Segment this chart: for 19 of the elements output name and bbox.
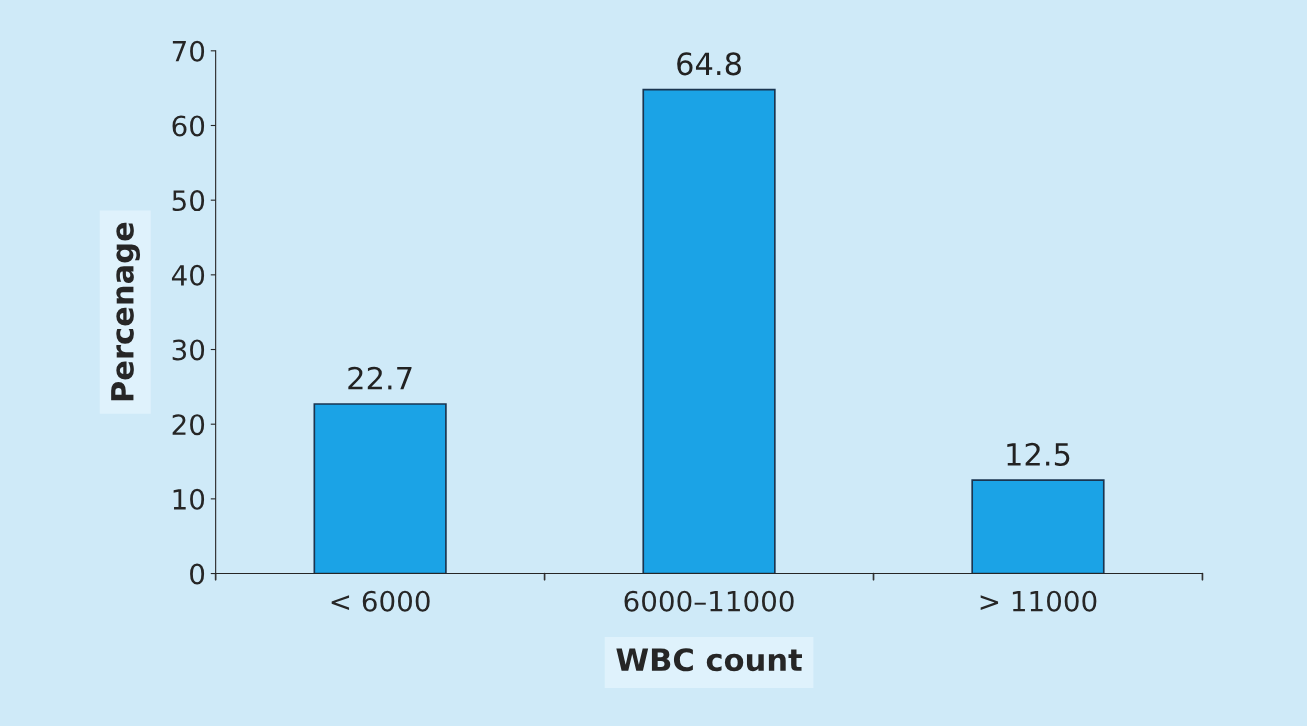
x-tick-label: < 6000 [331,590,430,612]
bar [971,479,1105,574]
y-axis-title: Percenage [111,222,141,401]
x-tick-label: 6000–11000 [624,590,794,612]
x-axis-title: WBC count [616,648,802,672]
y-tick-label: 0 [190,563,205,585]
x-tick-label: > 11000 [980,590,1097,612]
y-tick-label: 30 [172,339,205,361]
data-label: 12.5 [1007,442,1070,466]
y-tick-label: 20 [172,414,205,436]
y-tick-label: 60 [172,115,205,137]
bar [642,88,776,574]
data-label: 64.8 [677,52,741,76]
bar [313,403,447,574]
y-tick-label: 40 [171,264,205,286]
data-label: 22.7 [348,366,412,390]
y-tick-label: 10 [173,488,205,510]
y-tick-label: 50 [172,190,205,212]
y-tick-label: 70 [172,40,205,62]
